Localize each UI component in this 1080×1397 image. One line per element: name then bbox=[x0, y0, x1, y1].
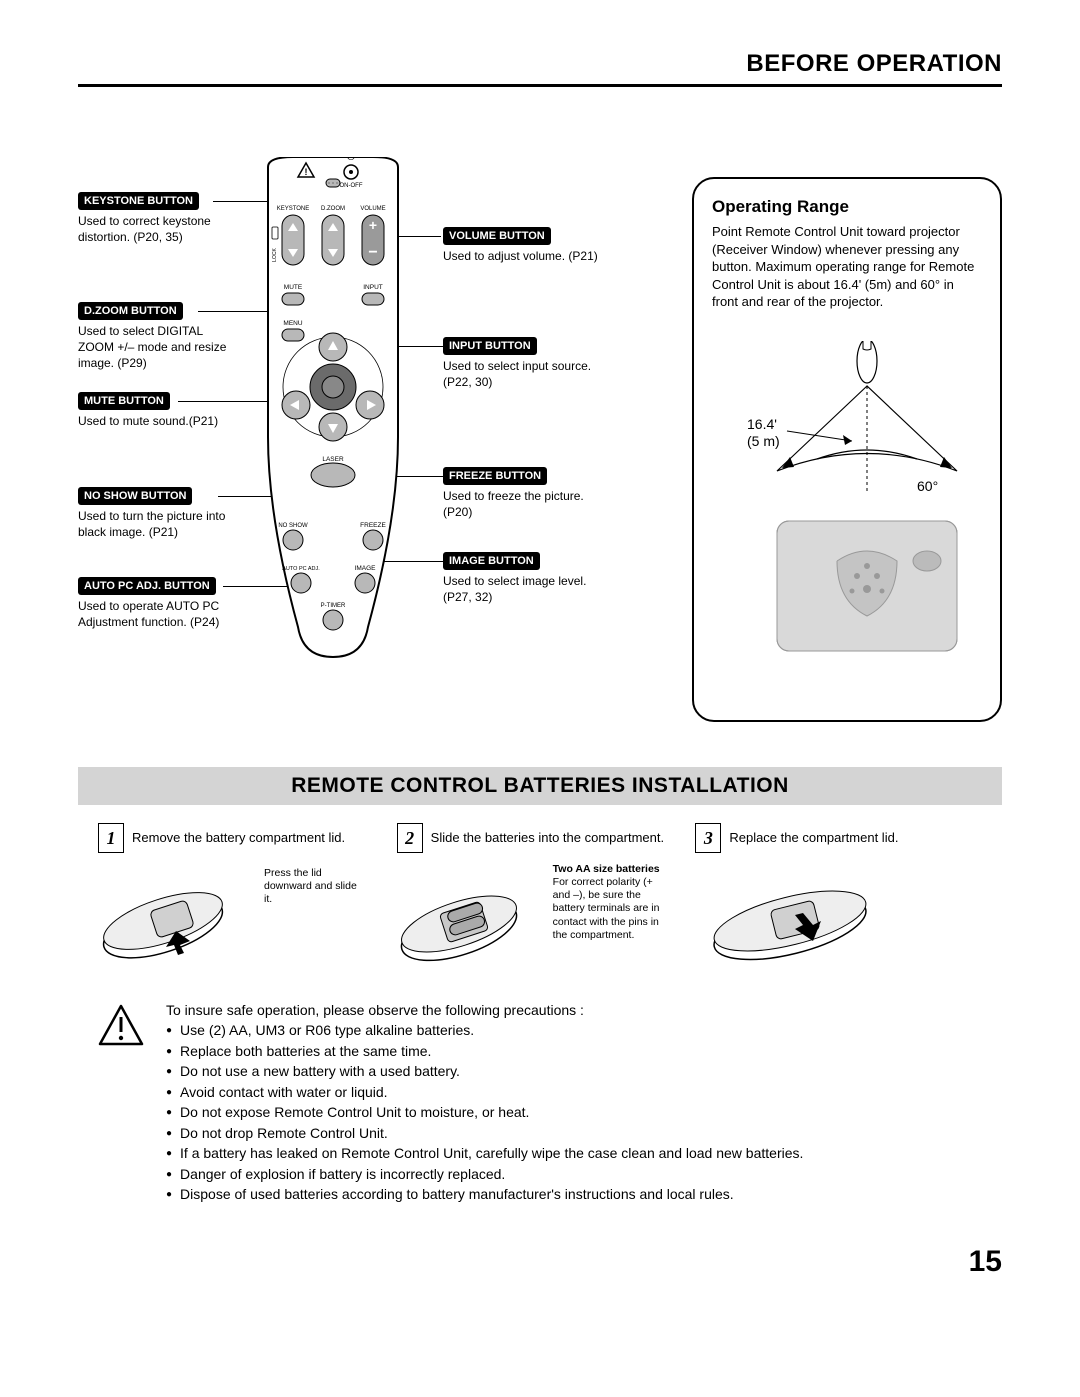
operating-range-box: Operating Range Point Remote Control Uni… bbox=[692, 177, 1002, 722]
step-3-text: Replace the compartment lid. bbox=[729, 830, 898, 847]
svg-text:⏻: ⏻ bbox=[347, 157, 355, 163]
operating-range-text: Point Remote Control Unit toward project… bbox=[712, 223, 982, 311]
label-keystone: KEYSTONE bbox=[277, 206, 310, 212]
callout-input-desc: Used to select input source. (P22, 30) bbox=[443, 358, 598, 390]
callout-keystone: KEYSTONE BUTTON Used to correct keystone… bbox=[78, 192, 233, 245]
main-row: KEYSTONE BUTTON Used to correct keystone… bbox=[78, 177, 1002, 737]
step-1-num: 1 bbox=[98, 823, 124, 853]
label-autopc: AUTO PC ADJ. bbox=[282, 566, 320, 572]
page-number: 15 bbox=[78, 1245, 1002, 1279]
remote-diagram-area: KEYSTONE BUTTON Used to correct keystone… bbox=[78, 177, 598, 737]
precautions: To insure safe operation, please observe… bbox=[78, 1000, 1002, 1205]
page-header-title: BEFORE OPERATION bbox=[78, 50, 1002, 78]
step-2-sub: For correct polarity (+ and –), be sure … bbox=[553, 876, 660, 941]
label-laser: LASER bbox=[322, 456, 344, 463]
label-noshow: NO SHOW bbox=[278, 523, 308, 529]
precaution-item: Replace both batteries at the same time. bbox=[186, 1041, 803, 1062]
precaution-item: Dispose of used batteries according to b… bbox=[186, 1184, 803, 1205]
callout-image-title: IMAGE BUTTON bbox=[443, 552, 540, 570]
precaution-item: If a battery has leaked on Remote Contro… bbox=[186, 1143, 803, 1164]
label-onoff: ON-OFF bbox=[340, 183, 363, 189]
angle-label: 60° bbox=[917, 478, 938, 494]
label-menu: MENU bbox=[283, 320, 302, 327]
step-3: 3 Replace the compartment lid. bbox=[695, 823, 982, 988]
callout-volume-title: VOLUME BUTTON bbox=[443, 227, 551, 245]
callout-mute-desc: Used to mute sound.(P21) bbox=[78, 413, 233, 429]
svg-text:!: ! bbox=[305, 167, 308, 177]
precautions-intro: To insure safe operation, please observe… bbox=[166, 1000, 803, 1020]
step-3-num: 3 bbox=[695, 823, 721, 853]
callout-volume: VOLUME BUTTON Used to adjust volume. (P2… bbox=[443, 227, 598, 264]
callout-autopc-title: AUTO PC ADJ. BUTTON bbox=[78, 577, 216, 595]
callout-dzoom: D.ZOOM BUTTON Used to select DIGITAL ZOO… bbox=[78, 302, 233, 372]
label-freeze: FREEZE bbox=[360, 522, 386, 529]
remote-svg: ! ⏻ ON-OFF KEYSTONE D.ZOOM VOLUME bbox=[248, 157, 418, 667]
precaution-item: Do not use a new battery with a used bat… bbox=[186, 1061, 803, 1082]
label-dzoom: D.ZOOM bbox=[321, 206, 345, 212]
label-input: INPUT bbox=[363, 284, 383, 291]
callout-mute: MUTE BUTTON Used to mute sound.(P21) bbox=[78, 392, 233, 429]
step-3-img bbox=[695, 863, 915, 983]
callout-image: IMAGE BUTTON Used to select image level.… bbox=[443, 552, 598, 605]
callout-freeze-title: FREEZE BUTTON bbox=[443, 467, 547, 485]
svg-text:(5 m): (5 m) bbox=[747, 433, 780, 449]
step-2-img bbox=[397, 863, 547, 983]
callout-input-title: INPUT BUTTON bbox=[443, 337, 537, 355]
step-2-sub-bold: Two AA size batteries bbox=[553, 863, 660, 875]
label-volume: VOLUME bbox=[360, 206, 385, 212]
callout-noshow: NO SHOW BUTTON Used to turn the picture … bbox=[78, 487, 233, 540]
callout-freeze: FREEZE BUTTON Used to freeze the picture… bbox=[443, 467, 598, 520]
callout-mute-title: MUTE BUTTON bbox=[78, 392, 170, 410]
warning-icon bbox=[98, 1004, 144, 1046]
callout-input: INPUT BUTTON Used to select input source… bbox=[443, 337, 598, 390]
step-1-img bbox=[98, 863, 258, 983]
precaution-item: Avoid contact with water or liquid. bbox=[186, 1082, 803, 1103]
svg-text:16.4': 16.4' bbox=[747, 416, 777, 432]
callout-dzoom-title: D.ZOOM BUTTON bbox=[78, 302, 183, 320]
precautions-list: Use (2) AA, UM3 or R06 type alkaline bat… bbox=[166, 1020, 803, 1205]
callout-freeze-desc: Used to freeze the picture. (P20) bbox=[443, 488, 598, 520]
steps-row: 1 Remove the battery compartment lid. Pr… bbox=[78, 823, 1002, 988]
label-lock: LOCK bbox=[272, 248, 278, 262]
callout-keystone-desc: Used to correct keystone distortion. (P2… bbox=[78, 213, 233, 245]
precaution-item: Do not expose Remote Control Unit to moi… bbox=[186, 1102, 803, 1123]
operating-range-diagram: 16.4' (5 m) 60° bbox=[712, 341, 982, 696]
callout-noshow-title: NO SHOW BUTTON bbox=[78, 487, 192, 505]
batteries-section-title: REMOTE CONTROL BATTERIES INSTALLATION bbox=[78, 767, 1002, 805]
callout-dzoom-desc: Used to select DIGITAL ZOOM +/– mode and… bbox=[78, 323, 233, 372]
step-2-text: Slide the batteries into the compartment… bbox=[431, 830, 664, 847]
callout-autopc-desc: Used to operate AUTO PC Adjustment funct… bbox=[78, 598, 233, 630]
label-ptimer: P-TIMER bbox=[321, 603, 346, 609]
precaution-item: Use (2) AA, UM3 or R06 type alkaline bat… bbox=[186, 1020, 803, 1041]
callout-noshow-desc: Used to turn the picture into black imag… bbox=[78, 508, 233, 540]
svg-text:−: − bbox=[368, 244, 377, 261]
label-image: IMAGE bbox=[355, 565, 377, 572]
step-2-num: 2 bbox=[397, 823, 423, 853]
precaution-item: Danger of explosion if battery is incorr… bbox=[186, 1164, 803, 1185]
header-rule bbox=[78, 84, 1002, 87]
label-mute: MUTE bbox=[284, 284, 303, 291]
operating-range-title: Operating Range bbox=[712, 197, 982, 217]
callout-autopc: AUTO PC ADJ. BUTTON Used to operate AUTO… bbox=[78, 577, 233, 630]
step-1-sub: Press the lid downward and slide it. bbox=[264, 867, 359, 983]
step-2: 2 Slide the batteries into the compartme… bbox=[397, 823, 684, 988]
step-1-text: Remove the battery compartment lid. bbox=[132, 830, 345, 847]
callout-volume-desc: Used to adjust volume. (P21) bbox=[443, 248, 598, 264]
step-1: 1 Remove the battery compartment lid. Pr… bbox=[98, 823, 385, 988]
callout-keystone-title: KEYSTONE BUTTON bbox=[78, 192, 199, 210]
callout-image-desc: Used to select image level. (P27, 32) bbox=[443, 573, 598, 605]
svg-text:+: + bbox=[369, 217, 377, 233]
precaution-item: Do not drop Remote Control Unit. bbox=[186, 1123, 803, 1144]
